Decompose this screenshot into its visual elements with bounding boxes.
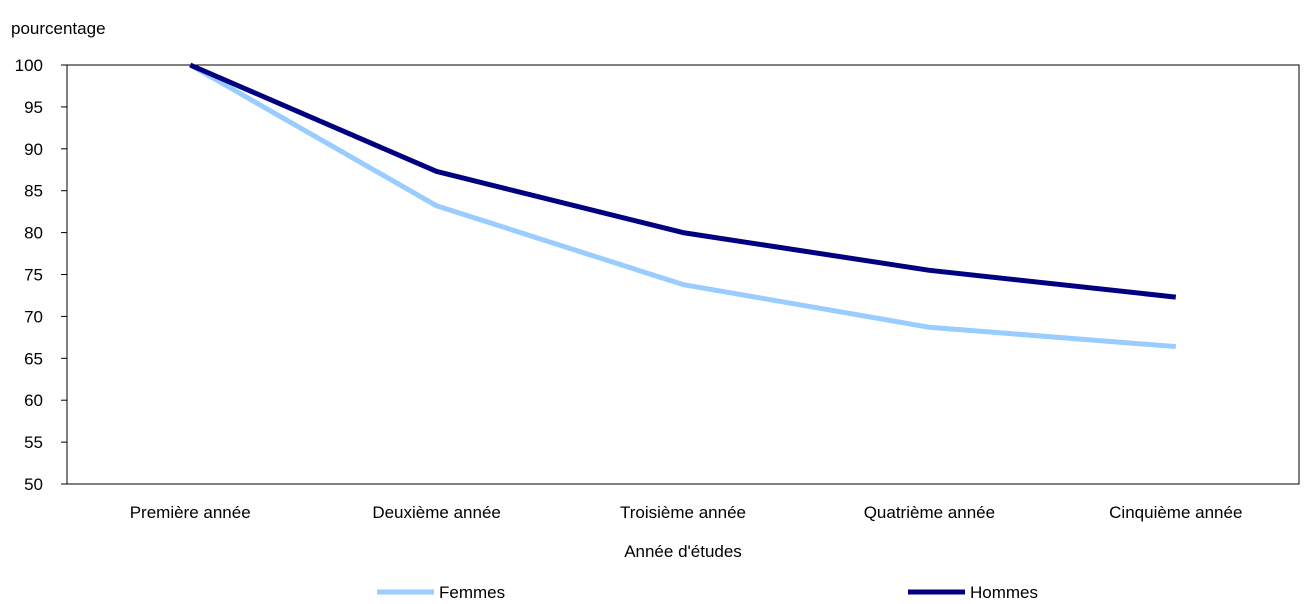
x-tick-label: Première année <box>130 503 251 522</box>
series-line-femmes <box>188 62 1176 350</box>
legend-label-femmes: Femmes <box>439 583 505 599</box>
legend-label-hommes: Hommes <box>970 583 1038 599</box>
y-tick-label: 90 <box>24 140 43 159</box>
series-lines <box>188 62 1177 350</box>
y-tick-label: 80 <box>24 224 43 243</box>
y-tick-label: 85 <box>24 182 43 201</box>
plot-area <box>66 64 1300 485</box>
y-tick-label: 75 <box>24 266 43 285</box>
x-tick-label: Quatrième année <box>864 503 995 522</box>
y-axis-label: pourcentage <box>11 19 106 38</box>
x-tick-label: Cinquième année <box>1109 503 1242 522</box>
x-axis-label: Année d'études <box>624 542 742 561</box>
legend: Femmes Hommes <box>377 583 1038 602</box>
x-tick-label: Troisième année <box>620 503 746 522</box>
y-tick-label: 70 <box>24 307 43 326</box>
x-tick-label: Deuxième année <box>372 503 501 522</box>
x-tick-labels: Première année Deuxième année Troisième an… <box>130 503 1243 522</box>
y-tick-label: 50 <box>24 475 43 494</box>
series-line-hommes <box>189 62 1177 300</box>
y-tick-label: 65 <box>24 349 43 368</box>
y-tick-label: 60 <box>24 391 43 410</box>
y-tick-label: 100 <box>15 56 43 75</box>
y-tick-labels: 100 95 90 85 80 75 70 65 60 55 50 <box>15 56 67 494</box>
y-tick-label: 95 <box>24 98 43 117</box>
y-tick-label: 55 <box>24 433 43 452</box>
